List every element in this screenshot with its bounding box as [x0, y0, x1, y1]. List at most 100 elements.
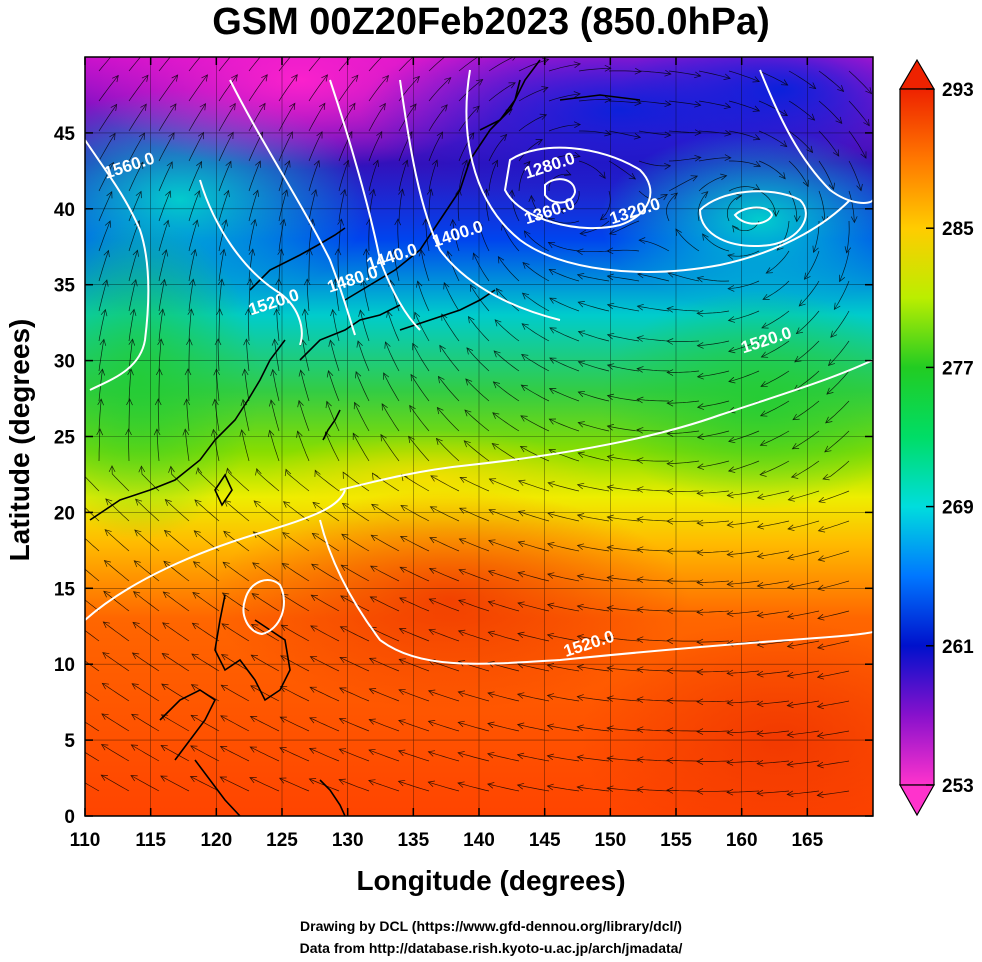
streamline [666, 759, 699, 762]
streamline [221, 623, 250, 642]
streamline [577, 786, 610, 792]
streamline-arrow [251, 593, 259, 600]
streamline-arrow [402, 159, 409, 167]
streamline [638, 190, 668, 200]
streamline [607, 546, 640, 552]
streamline [362, 279, 370, 312]
streamline-arrow [696, 698, 704, 706]
streamline-arrow [398, 188, 405, 196]
streamline [414, 312, 430, 342]
streamline-arrow [243, 338, 250, 346]
streamline-arrow [223, 530, 231, 538]
streamline [188, 103, 206, 132]
streamline-arrow [97, 398, 104, 406]
streamline-arrow [702, 233, 709, 241]
streamline [437, 407, 460, 432]
streamline [98, 104, 117, 132]
streamline-arrow [73, 683, 80, 689]
streamline [577, 696, 610, 702]
streamline [818, 580, 850, 590]
streamline-arrow [280, 624, 288, 631]
streamline-arrow [138, 465, 146, 473]
streamline [549, 418, 580, 432]
streamline [607, 607, 640, 612]
streamline [728, 186, 760, 192]
streamline-arrow [606, 514, 614, 522]
streamline-arrow [675, 228, 682, 236]
streamline [188, 132, 204, 162]
streamline-arrow [227, 131, 234, 140]
streamline-arrow [817, 584, 825, 592]
streamline-arrow [696, 372, 704, 380]
streamline-arrow [130, 744, 139, 751]
streamline [758, 160, 786, 180]
streamline [517, 724, 550, 732]
streamline [465, 378, 490, 402]
streamline-arrow [830, 330, 838, 338]
streamline [787, 760, 820, 766]
streamline [304, 309, 310, 342]
streamline [158, 74, 178, 102]
streamline-arrow [628, 173, 637, 180]
streamline [578, 361, 610, 372]
streamline [758, 190, 777, 217]
streamline-arrow [606, 755, 614, 762]
streamline-arrow [284, 160, 291, 168]
streamline [757, 490, 790, 499]
streamline [428, 77, 452, 102]
streamline [222, 592, 250, 612]
streamline-arrow [400, 504, 408, 512]
streamline [668, 130, 701, 134]
streamline [338, 219, 342, 252]
streamline [408, 436, 430, 462]
streamline-arrow [638, 237, 646, 244]
streamline [518, 58, 549, 72]
streamline [788, 130, 813, 153]
streamline-arrow [516, 752, 525, 760]
streamline-arrow [412, 342, 419, 351]
streamline-arrow [194, 190, 201, 198]
streamline [577, 666, 610, 672]
streamline [787, 640, 820, 647]
streamline [697, 760, 730, 762]
streamline-arrow [666, 667, 674, 675]
streamline [698, 130, 731, 135]
streamline-arrow [727, 316, 736, 323]
streamline-arrow [398, 658, 406, 665]
streamline-arrow [125, 428, 132, 436]
streamline-arrow [548, 449, 556, 456]
streamline-arrow [255, 468, 262, 476]
streamline [441, 313, 460, 342]
streamline [757, 700, 790, 705]
streamline [458, 599, 490, 612]
streamline [787, 730, 820, 736]
streamline [325, 431, 340, 462]
streamline-arrow [636, 786, 644, 793]
streamline-arrow [756, 730, 764, 737]
streamline-arrow [760, 380, 768, 388]
streamline [637, 548, 670, 552]
streamline-arrow [792, 413, 800, 421]
streamline [131, 683, 160, 702]
streamline [548, 93, 581, 102]
streamline-arrow [282, 532, 290, 539]
streamline [488, 509, 520, 522]
streamline-arrow [467, 132, 475, 140]
streamline [487, 753, 520, 762]
streamline [398, 750, 430, 762]
streamline-arrow [286, 131, 293, 139]
streamline [762, 280, 790, 300]
streamline-arrow [694, 101, 702, 108]
streamline-arrow [466, 347, 474, 355]
streamline [158, 103, 177, 132]
streamline-arrow [428, 567, 437, 574]
streamline [637, 488, 670, 492]
streamline-arrow [470, 284, 477, 292]
streamline-arrow [726, 610, 734, 617]
streamline [517, 754, 550, 762]
streamline [334, 279, 340, 312]
streamline-arrow [249, 746, 257, 753]
streamline-arrow [487, 630, 495, 638]
streamline [818, 130, 840, 157]
streamline [251, 593, 280, 612]
